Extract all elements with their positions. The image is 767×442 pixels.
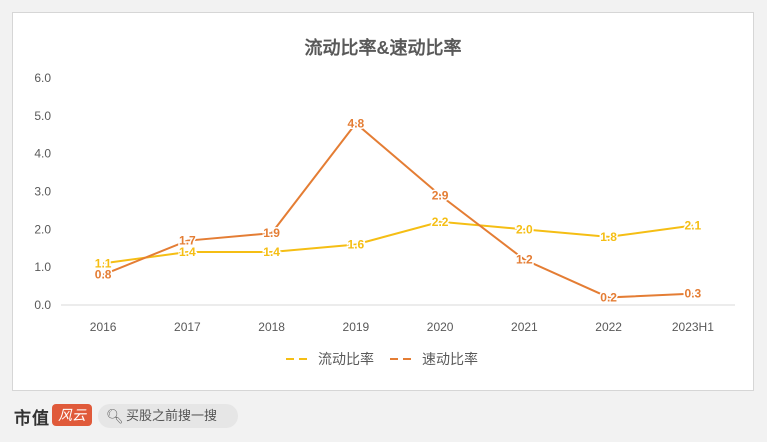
x-tick-label: 2023H1	[672, 320, 714, 334]
data-label: 2.0	[516, 222, 533, 236]
y-tick-label: 6.0	[34, 71, 51, 85]
y-tick-label: 5.0	[34, 109, 51, 123]
data-label: 2.9	[432, 188, 449, 202]
chart-title: 流动比率&速动比率	[305, 37, 462, 58]
y-tick-label: 4.0	[34, 147, 51, 161]
x-tick-label: 2016	[90, 320, 117, 334]
series-line-1	[102, 220, 694, 265]
y-tick-label: 2.0	[34, 222, 51, 236]
x-tick-label: 2017	[174, 320, 201, 334]
brand-name: 市值	[14, 409, 50, 428]
x-tick-label: 2019	[343, 320, 370, 334]
search-text: 买股之前搜一搜	[126, 408, 218, 423]
chart-card: 流动比率&速动比率 0.0 1.0 2.0 3.0 4.0 5.0 6.0 2016 2017 20…	[12, 12, 754, 391]
data-label: 0.8	[95, 268, 112, 282]
brand-logo: 风云	[52, 404, 92, 426]
x-tick-label: 2021	[511, 320, 538, 334]
data-label: 0.2	[600, 290, 617, 304]
data-label: 2.2	[432, 215, 449, 229]
legend-label-2: 速动比率	[422, 351, 478, 367]
data-label: 1.4	[179, 245, 196, 259]
data-label: 1.6	[348, 237, 365, 251]
footer-bar: 市值 风云 🔍︎ 买股之前搜一搜	[0, 392, 767, 442]
data-label: 1.7	[179, 234, 196, 248]
x-tick-label: 2022	[595, 320, 622, 334]
data-label: 0.3	[685, 287, 702, 301]
y-tick-label: 1.0	[34, 260, 51, 274]
data-label: 1.9	[263, 226, 280, 240]
line-chart: 流动比率&速动比率 0.0 1.0 2.0 3.0 4.0 5.0 6.0 2016 2017 20…	[34, 37, 735, 367]
y-tick-label: 3.0	[34, 185, 51, 199]
x-tick-label: 2018	[258, 320, 285, 334]
search-box[interactable]: 🔍︎ 买股之前搜一搜	[98, 404, 238, 428]
data-label: 1.1	[95, 256, 112, 270]
data-label: 1.8	[600, 230, 617, 244]
x-tick-label: 2020	[427, 320, 454, 334]
data-label: 1.2	[516, 253, 533, 267]
y-tick-label: 0.0	[34, 298, 51, 312]
search-icon: 🔍︎	[106, 408, 124, 424]
legend-label-1: 流动比率	[318, 351, 374, 367]
series-line-2	[102, 121, 693, 299]
data-label: 1.4	[263, 245, 280, 259]
data-label: 4.8	[348, 116, 365, 130]
data-label: 2.1	[685, 219, 702, 233]
